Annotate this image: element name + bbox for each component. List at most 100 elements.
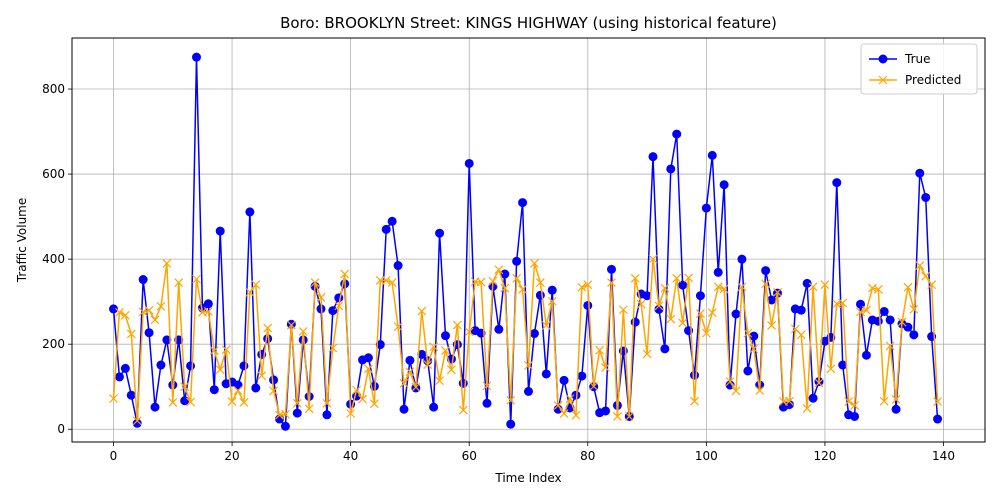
data-point [203, 307, 213, 316]
data-point [381, 275, 391, 285]
data-point [464, 327, 474, 337]
data-point [340, 269, 350, 279]
data-point [927, 280, 937, 290]
x-marker-stroke [174, 278, 184, 287]
data-point [607, 278, 616, 287]
data-point [601, 406, 611, 416]
x-marker-stroke [607, 278, 616, 287]
data-point [541, 321, 551, 330]
x-marker-stroke [737, 282, 747, 292]
x-marker-stroke [648, 254, 658, 264]
legend-label: Predicted [905, 73, 961, 87]
data-point [535, 278, 545, 287]
data-point [281, 409, 290, 419]
x-marker-stroke [257, 371, 267, 381]
data-point [334, 293, 344, 303]
x-marker-stroke [405, 367, 415, 377]
data-point [488, 276, 498, 286]
data-point [547, 285, 557, 295]
data-point [666, 314, 676, 324]
data-point [387, 216, 397, 226]
x-marker-stroke [826, 364, 836, 374]
data-point [725, 377, 735, 387]
data-point [743, 366, 753, 376]
x-marker-stroke [571, 410, 581, 420]
x-marker-stroke [186, 397, 195, 407]
data-point [547, 296, 557, 306]
data-point [814, 378, 824, 388]
y-axis-label: Traffic Volume [15, 198, 29, 284]
data-point [423, 360, 433, 370]
x-marker-stroke [731, 386, 741, 396]
data-point [310, 278, 320, 287]
x-tick-label: 140 [932, 449, 955, 463]
data-point [832, 178, 842, 188]
x-marker-stroke [298, 327, 308, 336]
x-marker-stroke [921, 271, 931, 281]
x-tick-label: 40 [343, 449, 358, 463]
data-point [399, 404, 409, 414]
data-point [441, 346, 450, 355]
x-marker-stroke [909, 304, 919, 314]
x-marker-stroke [595, 345, 605, 355]
data-point [512, 256, 522, 266]
data-point [322, 398, 332, 408]
x-tick-label: 80 [580, 449, 595, 463]
x-marker-stroke [684, 273, 693, 283]
data-point [494, 324, 504, 334]
x-marker-stroke [915, 261, 925, 270]
data-point [482, 381, 492, 391]
data-point [879, 396, 889, 406]
data-point [755, 386, 765, 395]
data-point [316, 292, 326, 302]
series-layer [109, 52, 943, 431]
data-point [731, 309, 741, 319]
x-marker-stroke [796, 330, 806, 340]
x-marker-stroke [767, 321, 776, 330]
data-point [618, 305, 628, 315]
x-marker-stroke [660, 283, 670, 293]
data-point [334, 301, 344, 311]
x-marker-stroke [701, 328, 711, 338]
data-point [583, 280, 593, 290]
data-point [192, 52, 201, 62]
x-marker-stroke [707, 308, 717, 318]
data-point [707, 308, 717, 318]
x-marker-stroke [850, 401, 859, 410]
x-marker-stroke [381, 275, 391, 285]
data-point [541, 369, 551, 379]
x-marker-stroke [903, 282, 913, 292]
data-point [885, 315, 895, 325]
data-point [138, 275, 148, 285]
data-point [624, 412, 634, 421]
data-point [915, 261, 925, 270]
data-point [132, 416, 142, 426]
y-tick-label: 600 [42, 167, 65, 181]
y-tick-label: 400 [42, 252, 65, 266]
x-marker-stroke [512, 273, 522, 283]
x-marker-stroke [144, 305, 154, 315]
data-point [559, 409, 569, 418]
x-marker-stroke [814, 378, 824, 388]
data-point [903, 282, 913, 292]
data-point [275, 414, 284, 424]
data-point [447, 365, 456, 375]
data-point [227, 397, 237, 407]
x-marker-stroke [286, 320, 296, 330]
data-point [767, 321, 776, 330]
x-marker-stroke [162, 258, 172, 268]
data-point [120, 310, 130, 320]
x-marker-stroke [358, 394, 367, 404]
data-point [358, 394, 367, 404]
x-marker-stroke [132, 416, 142, 426]
data-point [304, 404, 314, 414]
x-marker-stroke [464, 327, 474, 337]
data-point [933, 397, 942, 407]
data-point [518, 198, 528, 208]
x-tick-label: 120 [813, 449, 836, 463]
data-point [393, 322, 403, 332]
x-marker-stroke [535, 278, 545, 287]
x-marker-stroke [790, 324, 800, 334]
